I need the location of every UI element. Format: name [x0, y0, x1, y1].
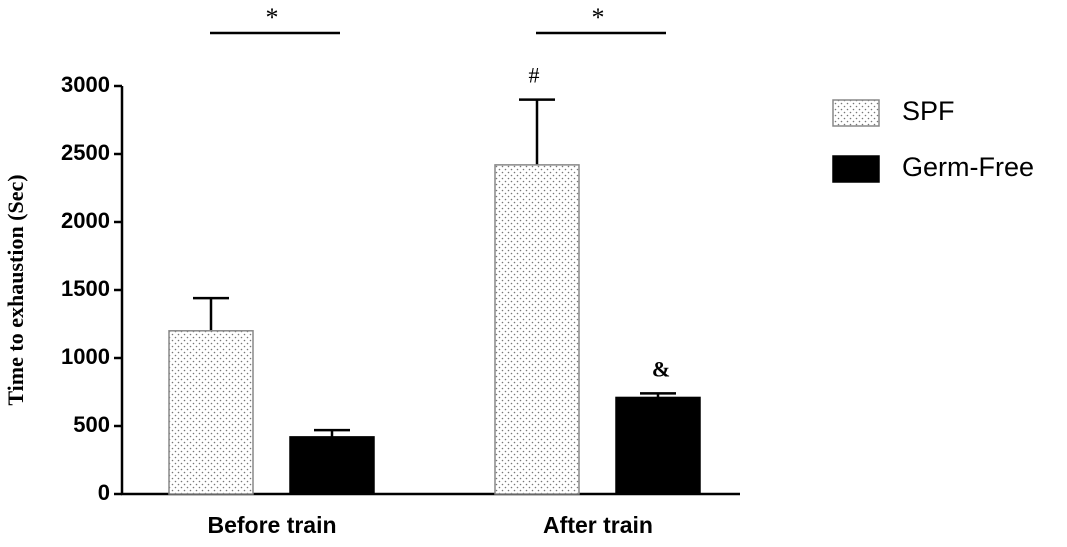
bar [494, 164, 580, 495]
significance-label: * [266, 3, 279, 32]
y-tick-label: 1000 [61, 344, 110, 369]
bar [289, 436, 375, 495]
legend-swatch [832, 155, 880, 183]
y-tick-label: 2000 [61, 208, 110, 233]
legend-label: SPF [902, 96, 955, 126]
bar [168, 330, 254, 495]
y-tick-label: 500 [73, 412, 110, 437]
y-tick-label: 2500 [61, 140, 110, 165]
bar-annotation: & [652, 356, 670, 381]
bar [615, 396, 701, 495]
y-tick-label: 1500 [61, 276, 110, 301]
legend-label: Germ-Free [902, 152, 1034, 182]
y-tick-label: 0 [98, 480, 110, 505]
significance-label: * [592, 3, 605, 32]
y-tick-label: 3000 [61, 72, 110, 97]
x-tick-label: Before train [207, 512, 336, 538]
y-axis-label: Time to exhaustion (Sec) [3, 174, 28, 405]
legend-swatch [832, 99, 880, 127]
x-tick-label: After train [543, 512, 653, 538]
bar-annotation: # [529, 63, 540, 88]
